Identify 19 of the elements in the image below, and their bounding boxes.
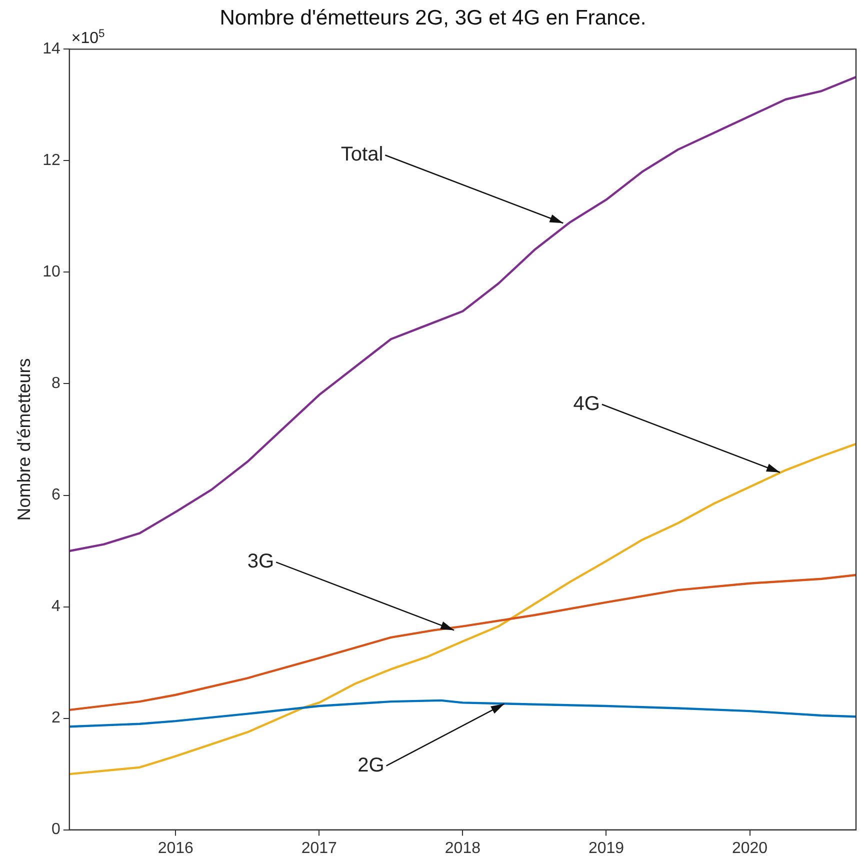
x-tick-label: 2018 [444,840,481,857]
annotation: Total [340,144,384,166]
y-tick-label: 2 [51,710,60,727]
chart-title: Nombre d'émetteurs 2G, 3G et 4G en France. [220,6,646,30]
y-tick-label: 14 [42,40,60,58]
y-tick-label: 10 [42,264,60,281]
y-tick-label: 6 [51,486,60,504]
y-tick-label: 8 [51,375,60,392]
y-tick-label: 12 [42,152,60,170]
annotation: 3G [247,550,274,573]
x-tick-label: 2017 [301,840,338,857]
x-tick-label: 2019 [588,840,624,857]
y-axis-title: Nombre d'émetteurs [14,358,34,521]
x-tick-label: 2016 [158,840,194,857]
x-tick-label: 2020 [732,840,768,857]
annotation: 2G [358,754,384,776]
y-tick-label: 0 [51,821,60,838]
annotation: 4G [573,392,600,415]
y-tick-label: 4 [51,598,60,616]
